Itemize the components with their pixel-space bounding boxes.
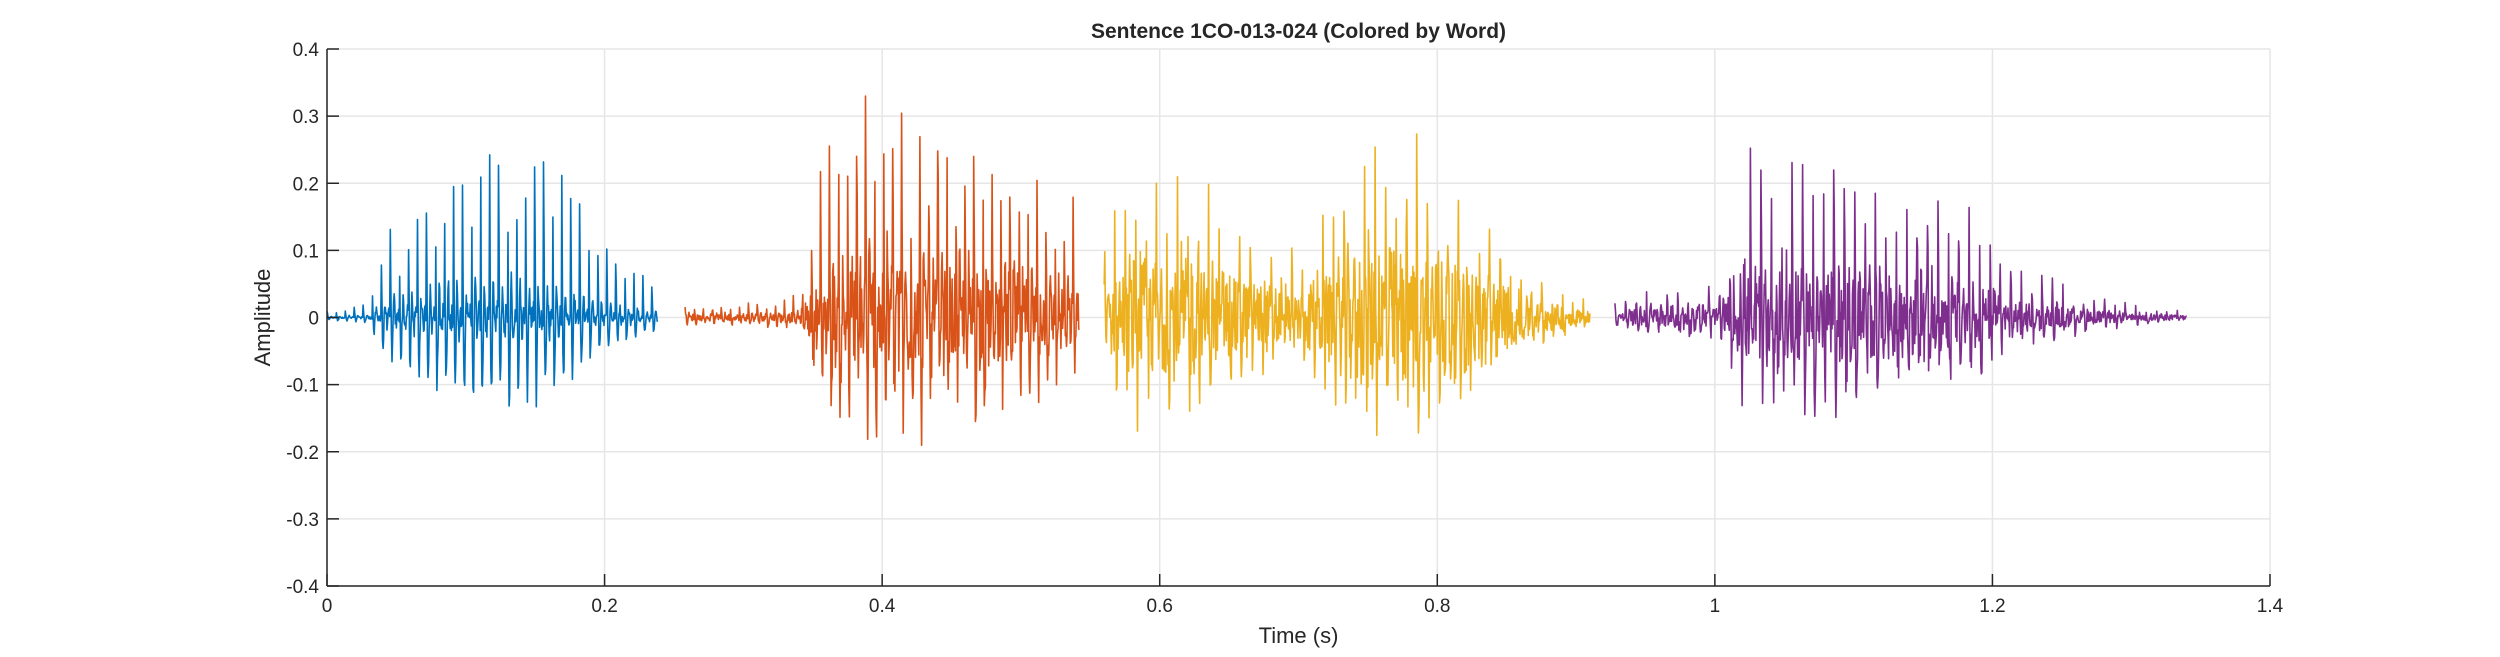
waveform-segment-4 [1614, 147, 2187, 419]
x-axis-label: Time (s) [1259, 623, 1339, 648]
y-tick-label: -0.4 [286, 577, 319, 598]
y-axis-ticks: 0.4 0.3 0.2 0.1 0 -0.1 -0.2 -0.3 -0.4 [286, 40, 339, 598]
waveform-segment-3 [1103, 133, 1591, 437]
waveform-traces [326, 95, 2187, 446]
y-axis-label: Amplitude [250, 269, 275, 367]
x-tick-label: 1 [1710, 596, 1721, 617]
x-tick-label: 0.2 [591, 596, 617, 617]
y-tick-label: -0.1 [286, 376, 319, 397]
x-tick-label: 1.4 [2257, 596, 2284, 617]
x-tick-label: 0 [322, 596, 333, 617]
x-tick-label: 0.8 [1424, 596, 1450, 617]
x-tick-label: 0.4 [869, 596, 896, 617]
waveform-segment-2 [684, 95, 1080, 446]
x-tick-label: 0.6 [1147, 596, 1173, 617]
waveform-segment-1 [326, 154, 659, 408]
y-tick-label: -0.3 [286, 510, 319, 531]
x-tick-label: 1.2 [1979, 596, 2005, 617]
y-tick-label: 0 [308, 309, 319, 330]
y-tick-label: -0.2 [286, 443, 319, 464]
plot-area: 0 0.2 0.4 0.6 0.8 1 1.2 1.4 0.4 0.3 0.2 0.1 0 -0.1 -0… [286, 40, 2283, 617]
x-axis-ticks: 0 0.2 0.4 0.6 0.8 1 1.2 1.4 [322, 574, 2284, 617]
y-tick-label: 0.1 [293, 241, 319, 262]
y-tick-label: 0.2 [293, 174, 319, 195]
chart-title: Sentence 1CO-013-024 (Colored by Word) [1091, 20, 1506, 43]
y-tick-label: 0.4 [293, 40, 320, 61]
y-tick-label: 0.3 [293, 107, 319, 128]
